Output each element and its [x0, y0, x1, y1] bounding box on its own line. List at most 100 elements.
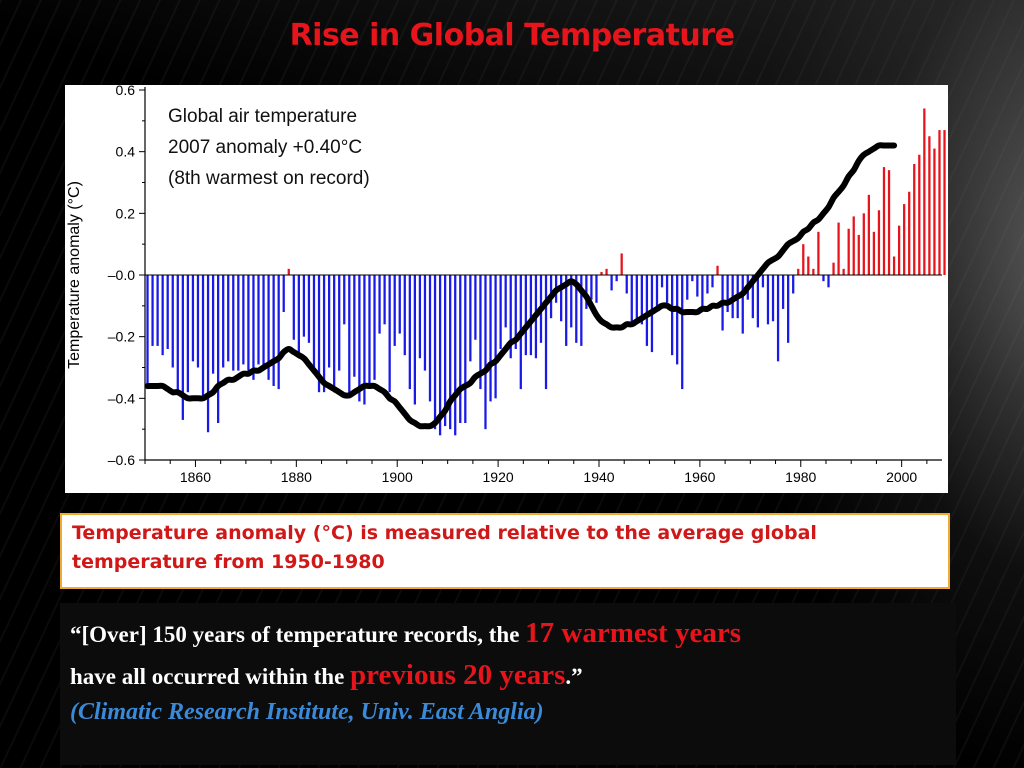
chart-annotation-line: 2007 anomaly +0.40°C	[168, 137, 362, 158]
bar-1951	[655, 275, 659, 309]
bar-1855	[171, 275, 174, 368]
slide-title: Rise in Global Temperature	[289, 18, 735, 53]
bar-1942	[610, 275, 613, 291]
bar-1897	[383, 275, 386, 325]
bar-1981	[807, 256, 810, 275]
bar-1865	[222, 275, 225, 368]
bar-1925	[524, 275, 527, 356]
bar-1905	[423, 275, 427, 371]
x-tick-label: 1980	[785, 469, 816, 485]
bar-1902	[408, 275, 411, 390]
bar-1976	[781, 275, 785, 309]
bar-1872	[257, 275, 260, 365]
x-tick-label: 1880	[281, 469, 312, 485]
bar-2003	[918, 154, 921, 275]
bar-1886	[327, 275, 331, 368]
x-tick-label: 1940	[583, 469, 614, 485]
bar-1913	[464, 275, 467, 423]
x-tick-label: 1900	[382, 469, 413, 485]
bar-1980	[802, 244, 805, 275]
bar-1900	[398, 275, 401, 334]
bar-1987	[837, 222, 840, 275]
bar-1893	[363, 275, 366, 405]
bar-1938	[590, 275, 593, 300]
y-tick-label: 0.6	[116, 85, 136, 98]
bar-1992	[862, 213, 865, 275]
bar-1961	[706, 275, 709, 294]
bar-1920	[499, 275, 502, 349]
bar-1890	[348, 275, 351, 399]
bar-1973	[766, 275, 770, 325]
bar-1985	[827, 275, 830, 288]
quote-highlight-1: 17 warmest years	[525, 617, 741, 649]
bar-2006	[933, 148, 936, 275]
bar-1990	[852, 216, 855, 275]
bar-1892	[358, 275, 361, 402]
bar-1933	[565, 275, 568, 346]
bar-1856	[176, 275, 179, 396]
bar-1949	[645, 275, 649, 346]
bar-2005	[928, 136, 931, 275]
bar-1935	[575, 275, 578, 343]
bar-1994	[872, 231, 876, 275]
bar-1864	[217, 275, 220, 423]
bar-2000	[903, 204, 906, 275]
y-tick-label: 0.2	[116, 205, 136, 221]
bar-1875	[272, 275, 275, 386]
bar-1915	[474, 275, 477, 340]
x-tick-label: 2000	[886, 469, 917, 485]
bar-1948	[640, 275, 643, 325]
bar-1910	[449, 275, 452, 430]
bar-2007	[938, 130, 941, 275]
bar-1968	[741, 275, 744, 334]
quote-highlight-2: previous 20 years	[350, 659, 566, 691]
bar-1891	[353, 275, 356, 377]
bar-1975	[776, 275, 780, 362]
bar-1853	[161, 275, 164, 356]
bar-1943	[615, 275, 618, 282]
bar-1912	[459, 275, 462, 423]
bar-1953	[665, 275, 669, 303]
bar-1896	[378, 275, 381, 334]
bar-1911	[454, 275, 457, 436]
bar-1850	[146, 275, 149, 390]
bar-1858	[186, 275, 190, 393]
bar-1960	[701, 275, 704, 309]
bar-1922	[509, 275, 512, 359]
bar-1965	[726, 275, 729, 312]
bar-1971	[756, 275, 760, 328]
bar-1901	[403, 275, 406, 356]
bar-1852	[156, 275, 159, 346]
bar-1861	[201, 275, 205, 399]
bar-1918	[489, 275, 492, 402]
bar-1974	[771, 275, 775, 322]
bar-1989	[847, 228, 850, 275]
bar-1984	[822, 275, 825, 282]
bar-1988	[842, 268, 845, 275]
x-tick-label: 1860	[180, 469, 211, 485]
bar-1885	[322, 275, 326, 393]
bar-1908	[438, 275, 442, 436]
y-tick-label: –0.2	[108, 329, 135, 345]
bar-1936	[580, 275, 583, 346]
bar-1859	[191, 275, 195, 362]
bar-1899	[393, 275, 396, 346]
bar-1873	[262, 275, 265, 368]
caption-box: Temperature anomaly (°C) is measured rel…	[60, 513, 950, 589]
bar-1907	[433, 275, 437, 430]
bar-1923	[514, 275, 517, 349]
bar-1917	[484, 275, 487, 430]
bar-1857	[181, 275, 184, 420]
quote-source: (Climatic Research Institute, Univ. East…	[70, 699, 544, 725]
y-tick-label: 0.4	[116, 144, 136, 160]
bar-1978	[792, 275, 795, 294]
y-axis-label: Temperature anomaly (°C)	[66, 181, 83, 369]
bar-1862	[206, 275, 210, 433]
quote-close-mark: .”	[565, 664, 583, 689]
bar-2004	[923, 108, 926, 275]
bar-1940	[600, 271, 603, 275]
chart-annotation-line: Global air temperature	[168, 106, 357, 127]
bar-1870	[247, 275, 250, 371]
bar-1894	[368, 275, 371, 386]
smoothed-trend-line	[144, 142, 898, 430]
